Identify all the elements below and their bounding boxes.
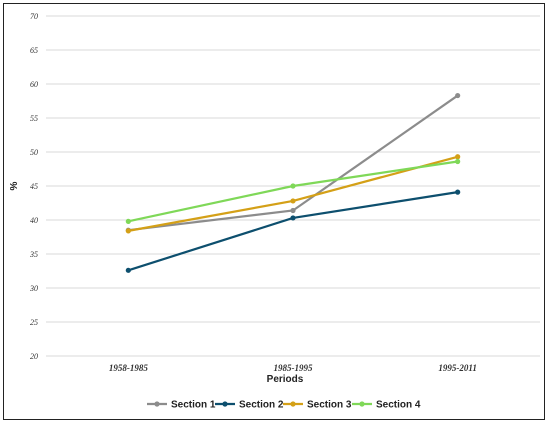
section-3-point-1995-2011 — [455, 154, 461, 160]
section-3-point-1985-1995 — [290, 198, 296, 204]
section-2-point-1985-1995 — [290, 215, 296, 221]
y-tick-40: 40 — [30, 216, 38, 225]
section-2-line — [128, 191, 458, 272]
y-tick-65: 65 — [30, 46, 38, 55]
series-section-3 — [125, 154, 461, 234]
section-2-point-1995-2011 — [455, 189, 461, 195]
x-tick-labels: 1958-1985 1985-1995 1995-2011 — [109, 363, 477, 373]
legend-marker-section-4 — [359, 401, 365, 407]
legend-item-section-3: Section 3 — [283, 400, 352, 411]
section-1-point-1985-1995 — [290, 207, 296, 214]
x-tick-1995-2011: 1995-2011 — [438, 363, 477, 373]
section-1-point-1995-2011 — [455, 92, 461, 99]
y-tick-45: 45 — [30, 182, 38, 191]
legend-marker-section-1 — [154, 401, 160, 407]
legend-marker-section-3 — [290, 401, 296, 407]
section-3-point-1958-1985 — [125, 228, 131, 234]
x-tick-1958-1985: 1958-1985 — [109, 363, 148, 373]
legend-item-section-2: Section 2 — [215, 400, 284, 411]
y-tick-35: 35 — [29, 250, 38, 259]
legend-item-section-1: Section 1 — [147, 400, 216, 411]
section-4-point-1995-2011 — [455, 158, 461, 165]
legend-label-section-4: Section 4 — [376, 400, 421, 411]
x-axis-title: Periods — [267, 374, 304, 385]
series-section-2 — [125, 189, 461, 273]
legend-item-section-4: Section 4 — [352, 400, 421, 411]
legend-marker-section-2 — [222, 401, 228, 407]
y-tick-60: 60 — [30, 80, 38, 89]
legend-label-section-3: Section 3 — [307, 400, 352, 411]
y-tick-50: 50 — [30, 148, 38, 157]
gridlines — [46, 15, 540, 357]
section-4-point-1985-1995 — [290, 183, 296, 189]
x-tick-1985-1995: 1985-1995 — [274, 363, 313, 373]
section-2-point-1958-1985 — [125, 267, 131, 273]
y-tick-55: 55 — [30, 114, 38, 123]
y-tick-25: 25 — [30, 318, 38, 327]
y-tick-30: 30 — [29, 284, 38, 293]
y-tick-70: 70 — [30, 12, 38, 21]
legend-label-section-1: Section 1 — [171, 400, 216, 411]
y-tick-20: 20 — [30, 352, 38, 361]
legend-label-section-2: Section 2 — [239, 400, 284, 411]
chart-frame — [3, 3, 545, 420]
section-4-point-1958-1985 — [125, 218, 131, 224]
y-tick-labels: 20 25 30 35 40 45 50 55 60 65 70 — [29, 12, 38, 361]
y-axis-title: % — [9, 181, 20, 190]
legend: Section 1 Section 2 Section 3 Section 4 — [147, 400, 421, 411]
series-section-4 — [125, 158, 461, 224]
series-lines — [125, 92, 461, 273]
